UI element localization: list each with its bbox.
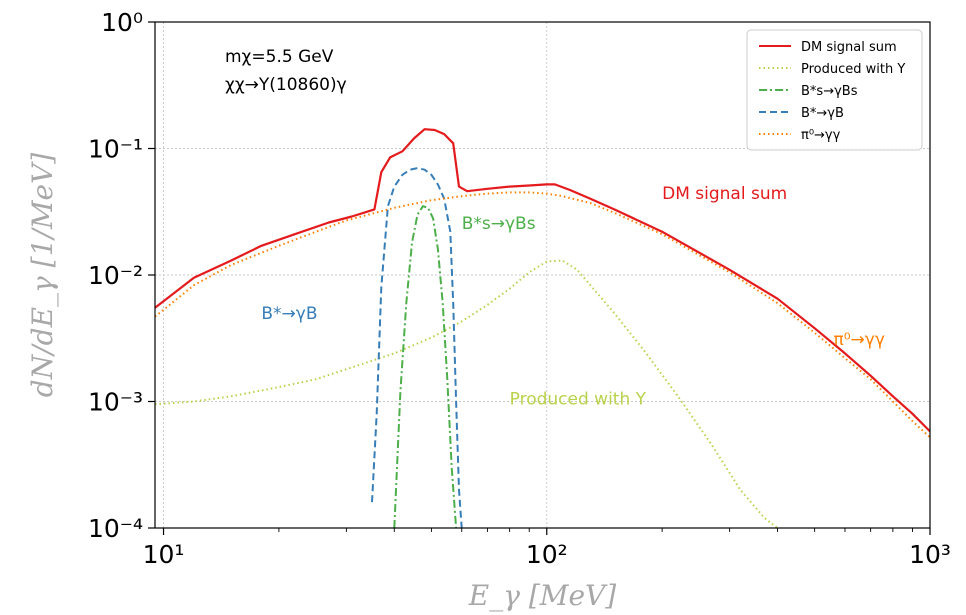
legend-entry: B*s→γBs <box>801 84 858 99</box>
annotation-line: χχ→Υ(10860)γ <box>225 75 347 95</box>
series-line-2 <box>393 205 458 528</box>
y-tick-label: 10⁰ <box>101 8 143 37</box>
curve-labels: DM signal sum Produced with Υ B*s→γBs B*→γB… <box>261 184 885 409</box>
series-line-4 <box>155 191 930 439</box>
y-axis-title: dN/dE_γ [1/MeV] <box>26 153 59 397</box>
legend[interactable]: DM signal sum Produced with Υ B*s→γBs B*→γB… <box>746 29 923 151</box>
curve-label-0: DM signal sum <box>662 184 787 204</box>
y-tick-label: 10⁻⁴ <box>88 514 143 543</box>
legend-box <box>746 29 923 151</box>
x-axis-title: E_γ [MeV] <box>468 579 616 612</box>
curve-label-3: B*→γB <box>261 304 317 324</box>
series-lines <box>155 128 930 528</box>
annotation: mχ=5.5 GeV χχ→Υ(10860)γ <box>225 47 347 95</box>
x-tick-label: 10¹ <box>143 540 185 569</box>
curve-label-1: Produced with Υ <box>510 389 647 409</box>
legend-entry: B*→γB <box>801 106 844 121</box>
legend-entry: Produced with Υ <box>801 62 905 77</box>
x-tick-label: 10³ <box>909 540 951 569</box>
legend-entry: π⁰→γγ <box>801 128 841 143</box>
annotation-line: mχ=5.5 GeV <box>225 47 334 67</box>
y-tick-label: 10⁻² <box>88 261 143 290</box>
y-tick-label: 10⁻³ <box>88 388 143 417</box>
series-line-3 <box>371 167 463 528</box>
curve-label-2: B*s→γBs <box>462 214 536 234</box>
series-line-0 <box>155 128 930 433</box>
curve-label-4: π⁰→γγ <box>833 330 884 350</box>
y-tick-label: 10⁻¹ <box>88 135 143 164</box>
legend-entry: DM signal sum <box>801 40 897 55</box>
axis-ticks: 10¹ 10² 10³ 10⁰ 10⁻¹ 10⁻² 10⁻³ 10⁻⁴ <box>88 8 951 569</box>
series-line-1 <box>155 259 779 528</box>
x-tick-label: 10² <box>526 540 568 569</box>
